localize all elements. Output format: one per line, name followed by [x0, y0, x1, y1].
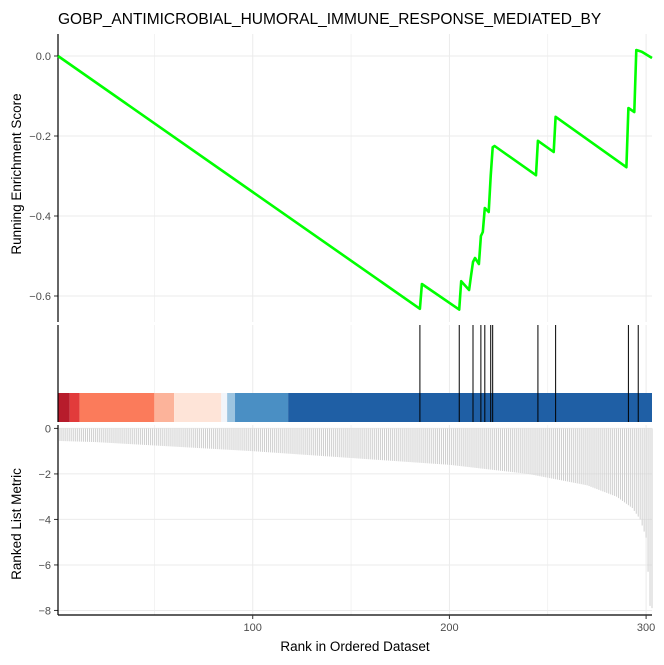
heat-band — [221, 393, 228, 422]
y-tick-label: −4 — [38, 514, 51, 526]
x-axis-title: Rank in Ordered Dataset — [280, 639, 430, 654]
y-tick-label: −0.4 — [29, 211, 51, 223]
heat-band — [227, 393, 236, 422]
y-tick-label: 0.0 — [36, 51, 51, 63]
chart-title: GOBP_ANTIMICROBIAL_HUMORAL_IMMUNE_RESPON… — [58, 11, 601, 28]
ranked-metric-panel: 0 −2 −4 −6 −8 100 200 300 — [38, 423, 655, 634]
y-tick-label: −8 — [38, 605, 51, 617]
heat-band — [58, 393, 70, 422]
enrichment-score-panel: 0.0 −0.2 −0.4 −0.6 — [29, 34, 653, 322]
x-tick-label: 200 — [440, 622, 458, 634]
hit-positions-panel — [57, 325, 652, 422]
running-enrichment-line — [57, 48, 653, 311]
heat-band — [174, 393, 222, 422]
x-tick-label: 300 — [637, 622, 655, 634]
heat-band — [79, 393, 155, 422]
heat-band — [288, 393, 652, 422]
y-axis-title-metric: Ranked List Metric — [9, 468, 24, 580]
heat-band — [154, 393, 175, 422]
y-tick-label: −0.2 — [29, 131, 51, 143]
y-tick-label: −6 — [38, 560, 51, 572]
y-axis-title-enrichment: Running Enrichment Score — [9, 93, 24, 254]
y-tick-label: −2 — [38, 469, 51, 481]
heat-band — [235, 393, 289, 422]
y-tick-label: 0 — [45, 423, 51, 435]
y-tick-label: −0.6 — [29, 291, 51, 303]
heat-band — [69, 393, 80, 422]
x-tick-label: 100 — [244, 622, 262, 634]
